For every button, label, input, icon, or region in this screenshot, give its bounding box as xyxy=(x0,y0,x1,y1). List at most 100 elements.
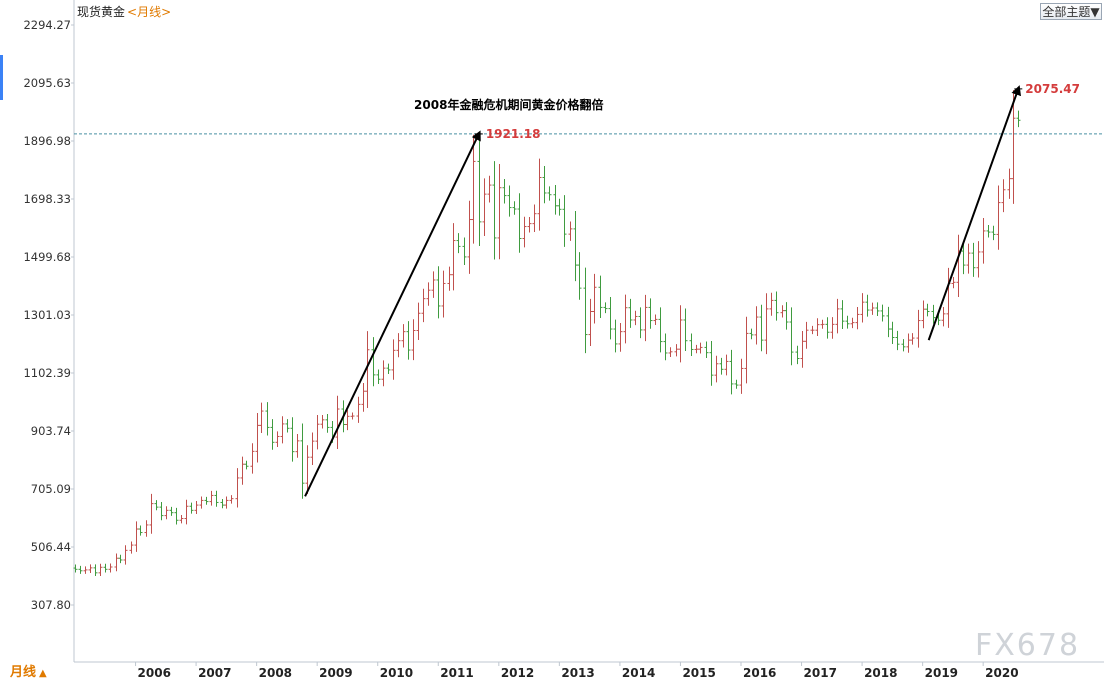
chart-grid xyxy=(73,0,1104,663)
ohlc-bar xyxy=(401,324,406,348)
ohlc-bar xyxy=(678,305,683,363)
ohlc-bar xyxy=(144,520,149,537)
y-tick-label: 2095.63 xyxy=(23,76,71,90)
ohlc-bar xyxy=(118,554,123,564)
ohlc-bar xyxy=(628,298,633,328)
ohlc-bar xyxy=(421,288,426,323)
ohlc-bar xyxy=(845,315,850,329)
x-tick-label: 2019 xyxy=(925,666,958,680)
ohlc-bar xyxy=(229,495,234,504)
ohlc-bar xyxy=(880,304,885,322)
ohlc-bar xyxy=(759,304,764,352)
y-axis: 2294.27 2095.63 1896.98 1698.33 1499.68 1301.… xyxy=(23,18,74,612)
ohlc-bar xyxy=(916,309,921,348)
ohlc-bar xyxy=(325,413,330,433)
x-tick-label: 2013 xyxy=(561,666,594,680)
ohlc-bar xyxy=(694,344,699,354)
trend-arrow xyxy=(927,85,1021,341)
ohlc-bar xyxy=(608,297,613,340)
ohlc-bar xyxy=(764,293,769,355)
ohlc-bar xyxy=(820,319,825,329)
theme-dropdown-button[interactable]: 全部主题▼ xyxy=(1040,3,1102,20)
ohlc-bar xyxy=(886,306,891,338)
ohlc-bar xyxy=(517,193,522,253)
ohlc-bar xyxy=(810,325,815,335)
ohlc-bar xyxy=(658,307,663,353)
ohlc-bar xyxy=(103,563,108,573)
ohlc-bar xyxy=(88,564,93,574)
ohlc-bar xyxy=(925,303,930,317)
ohlc-bar xyxy=(164,506,169,520)
ohlc-bar xyxy=(698,342,703,354)
x-tick-label: 2012 xyxy=(501,666,534,680)
ohlc-bar xyxy=(1016,110,1021,128)
ohlc-bar xyxy=(704,341,709,359)
ohlc-bar xyxy=(250,443,255,474)
ohlc-bar xyxy=(255,413,260,463)
ohlc-bar xyxy=(138,525,143,536)
chart-title: 现货黄金 <月线> xyxy=(77,3,171,20)
y-tick-label: 1301.03 xyxy=(23,308,71,322)
ohlc-bar xyxy=(98,563,103,576)
ohlc-bar xyxy=(1011,90,1016,204)
y-tick-label: 307.80 xyxy=(31,598,71,612)
ohlc-bar xyxy=(592,273,597,324)
ohlc-bar xyxy=(310,432,315,466)
ohlc-bar xyxy=(194,500,199,515)
ohlc-bar xyxy=(774,291,779,321)
ohlc-bar xyxy=(477,134,482,247)
period-selector-button[interactable]: 月线 ▲ xyxy=(10,665,72,681)
ohlc-bar xyxy=(633,310,638,326)
ohlc-bar xyxy=(471,134,476,244)
x-tick-label: 2015 xyxy=(682,666,715,680)
panel-selection-marker xyxy=(0,55,3,100)
ohlc-bar xyxy=(441,270,446,318)
ohlc-bar xyxy=(986,224,991,238)
ohlc-bar xyxy=(870,302,875,315)
ohlc-bar xyxy=(270,419,275,450)
ohlc-bar xyxy=(542,166,547,204)
x-axis: 2006 2007 2008 2009 2010 2011 2012 2013 2014 2015… xyxy=(135,662,1019,680)
ohlc-bar xyxy=(573,211,578,282)
ohlc-bar xyxy=(815,318,820,336)
x-tick-label: 2009 xyxy=(319,666,352,680)
ohlc-bar xyxy=(734,379,739,389)
y-tick-label: 1698.33 xyxy=(23,192,71,206)
period-link[interactable]: <月线> xyxy=(127,5,172,19)
ohlc-bar xyxy=(739,358,744,394)
ohlc-bar xyxy=(825,317,830,339)
y-tick-label: 903.74 xyxy=(31,424,71,438)
ohlc-bar xyxy=(295,434,300,458)
ohlc-bar xyxy=(174,507,179,525)
ohlc-bar xyxy=(865,294,870,317)
ohlc-bar xyxy=(83,566,88,574)
ohlc-bar xyxy=(381,360,386,387)
ohlc-bar xyxy=(966,243,971,274)
ohlc-bar xyxy=(184,499,189,525)
ohlc-bar xyxy=(729,349,734,395)
ohlc-bar xyxy=(754,306,759,345)
ohlc-bar xyxy=(598,275,603,318)
ohlc-bar xyxy=(305,445,310,494)
ohlc-bar xyxy=(114,553,119,572)
ohlc-bar xyxy=(976,241,981,278)
ohlc-bar xyxy=(1007,168,1012,199)
ohlc-bar xyxy=(507,185,512,217)
ohlc-bar xyxy=(154,500,159,511)
peak-label: 2075.47 xyxy=(1025,82,1080,96)
ohlc-bar xyxy=(557,198,562,216)
ohlc-bar xyxy=(946,267,951,328)
y-tick-label: 506.44 xyxy=(31,540,71,554)
ohlc-bar xyxy=(149,493,154,534)
ohlc-bar xyxy=(638,307,643,339)
ohlc-bar xyxy=(123,545,128,565)
instrument-name: 现货黄金 xyxy=(77,5,126,19)
ohlc-bar xyxy=(941,307,946,327)
ohlc-bar xyxy=(991,225,996,241)
ohlc-bar xyxy=(179,515,184,524)
y-tick-label: 705.09 xyxy=(31,482,71,496)
ohlc-bar xyxy=(426,282,431,306)
ohlc-bar xyxy=(971,242,976,277)
ohlc-bar xyxy=(981,217,986,264)
ohlc-bar xyxy=(411,319,416,361)
